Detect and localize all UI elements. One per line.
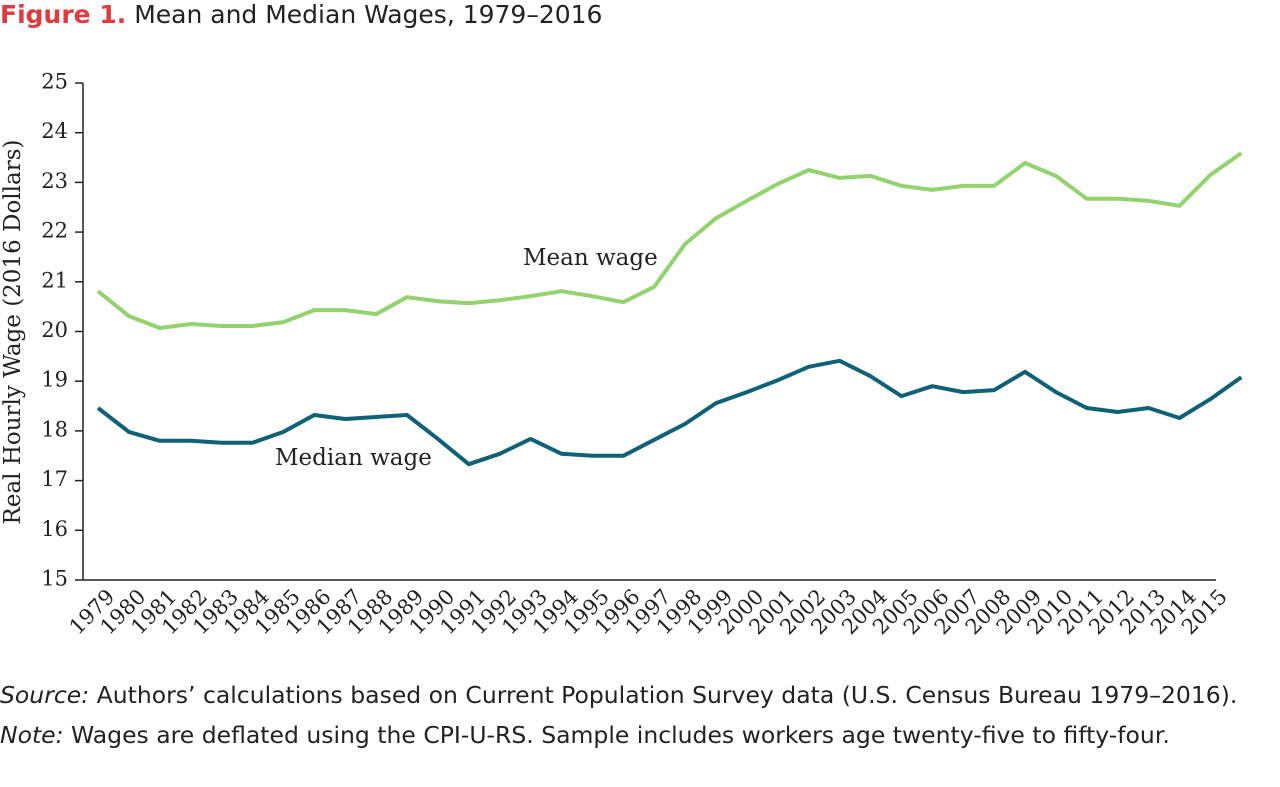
- source-text: Authors’ calculations based on Current P…: [96, 681, 1238, 709]
- y-tick-label: 22: [41, 219, 68, 243]
- notes: Source: Authors’ calculations based on C…: [0, 675, 1275, 755]
- source-label: Source:: [0, 681, 90, 709]
- chart: Real Hourly Wage (2016 Dollars) Mean wag…: [0, 70, 1243, 639]
- series-label: Mean wage: [523, 245, 658, 271]
- y-tick-label: 19: [41, 368, 68, 392]
- figure-label: Figure 1.: [0, 0, 127, 29]
- y-tick-label: 23: [41, 169, 68, 193]
- y-axis-label: Real Hourly Wage (2016 Dollars): [0, 140, 26, 525]
- note: Note: Wages are deflated using the CPI-U…: [0, 715, 1275, 755]
- note-label: Note:: [0, 721, 64, 749]
- note-text: Wages are deflated using the CPI-U-RS. S…: [71, 721, 1170, 749]
- y-tick-label: 24: [41, 119, 68, 143]
- source: Source: Authors’ calculations based on C…: [0, 675, 1275, 715]
- y-tick-label: 18: [41, 417, 68, 441]
- line: [96, 151, 1243, 330]
- title: Figure 1. Mean and Median Wages, 1979–20…: [0, 0, 602, 30]
- line: [96, 358, 1243, 467]
- y-tick-label: 21: [41, 268, 68, 292]
- y-tick-label: 15: [41, 567, 68, 591]
- y-tick-label: 20: [41, 318, 68, 342]
- y-tick-label: 25: [41, 70, 68, 94]
- chart-title: Mean and Median Wages, 1979–2016: [134, 0, 603, 29]
- series-label: Median wage: [275, 445, 432, 471]
- y-tick-label: 17: [41, 467, 68, 491]
- y-tick-label: 16: [41, 517, 68, 541]
